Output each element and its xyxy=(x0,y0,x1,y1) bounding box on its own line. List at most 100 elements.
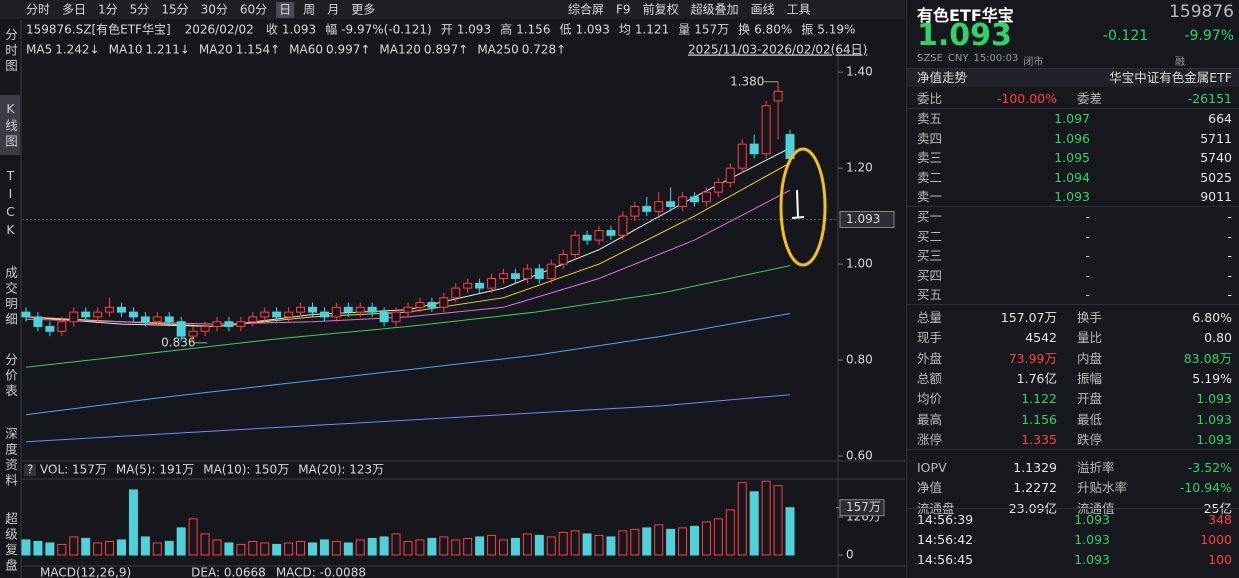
security-code: 159876.SZ[有色ETF华宝] xyxy=(26,23,171,37)
diff-value: -26151 xyxy=(1187,91,1232,106)
side-tab[interactable]: 分时图 xyxy=(3,27,18,75)
book-level: 卖一 xyxy=(917,189,943,204)
vol-legend: MA(20): 123万 xyxy=(298,463,384,477)
stat-value: 0.80 xyxy=(1204,330,1232,346)
period-button[interactable]: 15分 xyxy=(161,3,188,17)
candle-body xyxy=(403,306,413,313)
kline-area: 分时 多日 1分 5分 15分 30分 60分日周月更多 综合屏 F9 前复权 超级叠加 画线 工具 15… xyxy=(20,1,905,578)
period-button[interactable]: 分时 xyxy=(26,3,50,17)
macd-value: MACD: -0.0088 xyxy=(276,566,366,578)
panel-row: 均价 1.122 开盘 1.093 xyxy=(907,389,1239,408)
stat-value: 73.99万 xyxy=(1008,350,1057,366)
volume-bar xyxy=(296,540,306,556)
panel-row: 现手 4542 量比 0.80 xyxy=(907,328,1239,347)
vol-legend: VOL: 157万 xyxy=(40,463,107,477)
book-level: 卖二 xyxy=(917,169,943,185)
candle-body xyxy=(93,311,103,318)
panel-row: 14:56:42 1.093 1000 xyxy=(907,530,1239,549)
stat-value: 1.093 xyxy=(1196,411,1232,427)
high-label: 1.380 xyxy=(730,74,764,88)
tick-price: 1.093 xyxy=(1074,512,1110,527)
period-button[interactable]: 日 xyxy=(279,3,291,17)
period-button[interactable]: 60分 xyxy=(240,3,267,17)
tool-button[interactable]: 工具 xyxy=(787,3,811,17)
volume-bar xyxy=(212,539,222,556)
volume-bar xyxy=(439,536,449,556)
period-button[interactable]: 5分 xyxy=(130,3,150,17)
volume-bar xyxy=(379,536,389,556)
candle-body xyxy=(701,191,711,203)
tick-volume: 348 xyxy=(1208,512,1232,527)
volume-bar xyxy=(427,537,437,556)
candle-body xyxy=(558,254,568,265)
tick-time: 14:56:45 xyxy=(917,552,974,567)
candle-body xyxy=(224,321,234,328)
candle-body xyxy=(236,321,246,328)
volume-bar xyxy=(618,530,628,556)
panel-row: 卖四 1.096 5711 xyxy=(907,129,1239,148)
stat-label: 最低 xyxy=(1077,411,1103,427)
volume-bar xyxy=(117,539,126,556)
book-level: 卖三 xyxy=(917,150,943,165)
candle-body xyxy=(534,268,544,280)
panel-row: 14:56:39 1.093 348 xyxy=(907,510,1239,529)
book-volume: 5711 xyxy=(1200,130,1232,146)
side-tab[interactable]: 分价表 xyxy=(3,352,18,400)
candle-body xyxy=(176,321,186,337)
ma-label: MA5 xyxy=(26,43,52,57)
period-button[interactable]: 月 xyxy=(327,3,339,17)
panel-row: IOPV 1.1329 溢折率 -3.52% xyxy=(907,458,1239,477)
low-label: 0.836 xyxy=(161,335,195,349)
field-label: 收 xyxy=(266,23,278,37)
period-button[interactable]: 多日 xyxy=(62,3,86,17)
nav-tab[interactable]: 净值走势 xyxy=(917,70,968,85)
volume-bar xyxy=(534,534,544,556)
period-button[interactable]: 30分 xyxy=(201,3,228,17)
ma-line xyxy=(25,394,791,443)
period-button[interactable]: 1分 xyxy=(98,3,118,17)
volume-bar xyxy=(391,533,401,556)
stat-value: 1.093 xyxy=(1196,391,1232,407)
tool-button[interactable]: 综合屏 xyxy=(568,2,604,17)
stat-value: 1.335 xyxy=(1021,431,1057,447)
stat-value: 5.19% xyxy=(1192,370,1232,386)
candle-body xyxy=(117,306,126,313)
period-button[interactable]: 周 xyxy=(303,3,315,17)
security-code: 159876 xyxy=(1169,2,1234,22)
panel-row: 卖五 1.097 664 xyxy=(907,109,1239,128)
tool-button[interactable]: 画线 xyxy=(751,3,775,17)
side-tab[interactable]: K线图 xyxy=(0,95,20,155)
panel-divider xyxy=(907,304,1239,305)
volume-bar xyxy=(403,540,413,556)
candle-body xyxy=(618,215,628,236)
candle-body xyxy=(582,234,592,241)
ma-value: 1.211↓ xyxy=(145,43,189,57)
field-label: 低 xyxy=(559,23,571,37)
volume-bar xyxy=(45,542,55,556)
book-price: 1.096 xyxy=(1054,130,1090,146)
ratio-value: -100.00% xyxy=(996,91,1057,106)
candle-body xyxy=(140,316,150,323)
candle-body xyxy=(331,306,341,318)
book-level: 卖四 xyxy=(917,130,943,146)
book-price: - xyxy=(1085,287,1090,302)
stat-value: -3.52% xyxy=(1187,460,1232,476)
period-button[interactable]: 更多 xyxy=(351,3,375,17)
side-tab[interactable]: 成交明细 xyxy=(3,266,18,328)
book-volume: - xyxy=(1227,248,1232,263)
side-tab[interactable]: 深度资料 xyxy=(3,427,18,489)
panel-divider xyxy=(907,449,1239,450)
stat-label: 溢折率 xyxy=(1077,460,1115,476)
volume-bar xyxy=(785,507,795,556)
tool-button[interactable]: 前复权 xyxy=(643,2,679,17)
volume-bar xyxy=(499,539,508,556)
tool-button[interactable]: F9 xyxy=(616,3,631,17)
tool-button[interactable]: 超级叠加 xyxy=(691,2,739,17)
candle-body xyxy=(427,302,437,308)
volume-bar xyxy=(570,530,580,556)
side-tab[interactable]: 超级复盘 xyxy=(3,512,18,574)
field-label: 量 xyxy=(678,23,690,37)
active-period xyxy=(276,2,295,18)
side-tab[interactable]: TICK xyxy=(3,168,18,240)
field-value: 157万 xyxy=(694,23,729,37)
